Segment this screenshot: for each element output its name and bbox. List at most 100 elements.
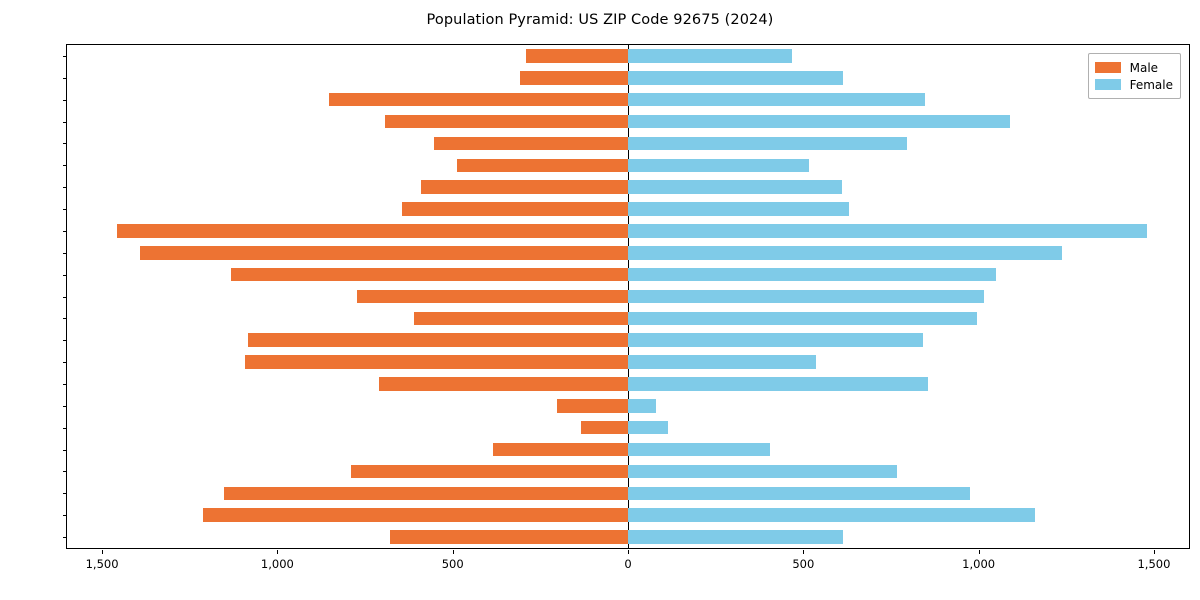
y-tick-mark xyxy=(63,515,67,517)
x-tick-label: 0 xyxy=(624,557,632,571)
y-tick-mark xyxy=(63,493,67,495)
bar-male xyxy=(402,202,628,216)
y-tick-mark xyxy=(63,427,67,429)
legend-label-female: Female xyxy=(1129,77,1173,92)
bar-female xyxy=(628,289,985,304)
pyramid-row xyxy=(67,49,1189,63)
x-tick-mark xyxy=(628,550,629,554)
y-tick-mark xyxy=(63,77,67,79)
bar-male xyxy=(328,92,628,107)
pyramid-row xyxy=(67,464,1189,479)
pyramid-row xyxy=(67,442,1189,457)
y-tick-mark xyxy=(63,165,67,167)
bar-male xyxy=(203,508,628,522)
bar-male xyxy=(413,311,628,326)
bar-female xyxy=(628,158,810,173)
bar-female xyxy=(628,442,771,457)
legend-item-female: Female xyxy=(1094,76,1173,93)
legend-item-male: Male xyxy=(1094,59,1173,76)
y-tick-mark xyxy=(63,383,67,385)
pyramid-row xyxy=(67,420,1189,435)
bar-male xyxy=(433,136,628,151)
pyramid-row xyxy=(67,158,1189,173)
plot-area: Male Female Under 55-910-1415-1718-19202… xyxy=(63,44,1190,571)
y-tick-mark xyxy=(63,55,67,57)
y-tick-mark xyxy=(63,99,67,101)
y-tick-mark xyxy=(63,252,67,254)
bar-female xyxy=(628,202,850,216)
y-tick-mark xyxy=(63,274,67,276)
x-tick-label: 1,000 xyxy=(260,557,294,571)
x-tick-mark xyxy=(978,550,980,554)
legend-swatch-male-icon xyxy=(1094,62,1121,73)
bar-male xyxy=(384,114,628,129)
bar-female xyxy=(628,333,923,347)
bar-female xyxy=(628,71,844,85)
bar-male xyxy=(519,71,628,85)
pyramid-row xyxy=(67,289,1189,304)
chart-title: Population Pyramid: US ZIP Code 92675 (2… xyxy=(426,12,774,28)
y-tick-mark xyxy=(63,187,67,189)
pyramid-row xyxy=(67,114,1189,129)
bar-male xyxy=(379,377,628,391)
bar-male xyxy=(231,267,628,282)
pyramid-row xyxy=(67,486,1189,501)
bar-male xyxy=(117,224,628,238)
bar-female xyxy=(628,245,1062,260)
bar-female xyxy=(628,311,977,326)
x-tick-mark xyxy=(277,550,279,554)
bar-female xyxy=(628,224,1147,238)
pyramid-row xyxy=(67,333,1189,347)
x-tick-label: 1,500 xyxy=(85,557,119,571)
y-tick-mark xyxy=(63,405,67,407)
x-tick-mark xyxy=(452,550,454,554)
y-tick-mark xyxy=(63,209,67,211)
bar-male xyxy=(456,158,628,173)
bar-male xyxy=(525,49,628,63)
bar-male xyxy=(224,486,628,501)
y-tick-mark xyxy=(63,230,67,232)
y-tick-mark xyxy=(63,449,67,451)
legend-swatch-female-icon xyxy=(1094,79,1121,90)
bar-male xyxy=(350,464,628,479)
bar-male xyxy=(420,180,628,194)
bar-male xyxy=(556,399,628,413)
y-tick-mark xyxy=(63,296,67,298)
bar-male xyxy=(245,355,628,369)
bar-female xyxy=(628,464,897,479)
bar-female xyxy=(628,267,997,282)
pyramid-row xyxy=(67,92,1189,107)
bar-female xyxy=(628,49,793,63)
x-tick-mark xyxy=(102,550,104,554)
pyramid-row xyxy=(67,224,1189,238)
pyramid-row xyxy=(67,530,1189,544)
pyramid-row xyxy=(67,355,1189,369)
y-tick-mark xyxy=(63,340,67,342)
x-tick-label: 1,000 xyxy=(962,557,996,571)
pyramid-row xyxy=(67,245,1189,260)
x-tick-label: 1,500 xyxy=(1137,557,1171,571)
y-tick-mark xyxy=(63,537,67,539)
pyramid-row xyxy=(67,180,1189,194)
bar-male xyxy=(389,530,628,544)
y-tick-mark xyxy=(63,318,67,320)
bar-female xyxy=(628,399,657,413)
x-tick-mark xyxy=(803,550,805,554)
bar-male xyxy=(248,333,628,347)
y-tick-mark xyxy=(63,143,67,145)
pyramid-row xyxy=(67,311,1189,326)
pyramid-row xyxy=(67,377,1189,391)
bar-female xyxy=(628,377,929,391)
pyramid-row xyxy=(67,136,1189,151)
y-tick-mark xyxy=(63,121,67,123)
legend-label-male: Male xyxy=(1129,60,1159,75)
bar-female xyxy=(628,530,844,544)
bar-male xyxy=(356,289,628,304)
bar-male xyxy=(581,420,628,435)
pyramid-row xyxy=(67,202,1189,216)
y-tick-mark xyxy=(63,362,67,364)
bar-female xyxy=(628,180,842,194)
bar-female xyxy=(628,92,925,107)
bar-male xyxy=(140,245,628,260)
